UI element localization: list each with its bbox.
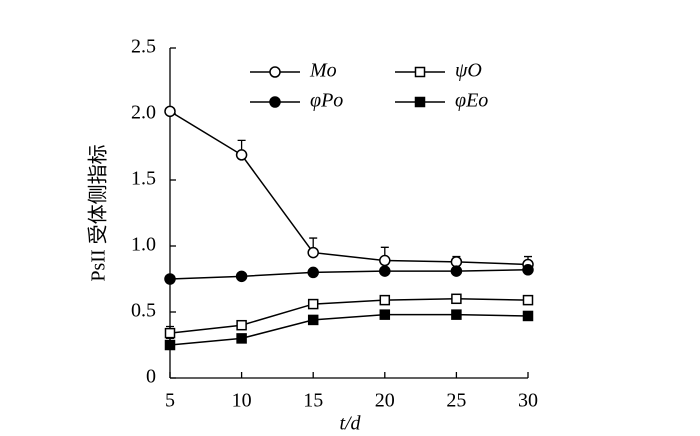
point xyxy=(307,298,319,310)
y-tick-label: 2.0 xyxy=(131,102,156,124)
x-tick-label: 20 xyxy=(375,390,395,412)
legend-label: Mo xyxy=(309,60,337,82)
point xyxy=(451,309,462,320)
point xyxy=(450,265,463,277)
x-axis-label: t/d xyxy=(339,413,361,435)
y-tick-label: 1.5 xyxy=(131,168,156,190)
point xyxy=(451,293,462,305)
point xyxy=(379,254,391,267)
point xyxy=(379,309,391,320)
x-tick-label: 15 xyxy=(303,390,323,412)
legend-label: φEo xyxy=(455,90,488,112)
point xyxy=(522,310,534,322)
point xyxy=(164,273,176,285)
x-tick-label: 10 xyxy=(232,390,252,412)
series-line xyxy=(169,269,529,280)
point xyxy=(164,327,176,339)
y-axis-label: PsII 受体侧指标 xyxy=(87,144,110,281)
legend-marker xyxy=(414,66,426,78)
point xyxy=(379,265,391,277)
x-tick-label: 5 xyxy=(165,390,175,412)
series-line xyxy=(169,110,529,266)
y-tick-label: 0 xyxy=(146,366,156,388)
point xyxy=(522,294,534,306)
point xyxy=(379,294,391,306)
point xyxy=(236,333,247,344)
point xyxy=(522,264,534,276)
x-tick-label: 30 xyxy=(518,390,538,412)
legend-label: φPo xyxy=(310,90,343,112)
point xyxy=(307,314,319,326)
point xyxy=(235,270,248,283)
y-tick-label: 2.5 xyxy=(131,36,156,58)
series-line xyxy=(169,313,529,346)
y-tick-label: 0.5 xyxy=(131,300,156,322)
legend-marker xyxy=(414,96,426,108)
point xyxy=(307,266,319,279)
point xyxy=(307,246,319,259)
point xyxy=(164,339,176,351)
point xyxy=(235,149,248,161)
legend-label: ψO xyxy=(455,60,482,82)
y-tick-label: 1.0 xyxy=(131,234,156,256)
point xyxy=(236,319,247,331)
series-line xyxy=(169,298,529,334)
x-tick-label: 25 xyxy=(446,390,466,412)
legend-marker xyxy=(269,66,281,78)
legend-marker xyxy=(269,96,281,108)
point xyxy=(164,105,176,118)
